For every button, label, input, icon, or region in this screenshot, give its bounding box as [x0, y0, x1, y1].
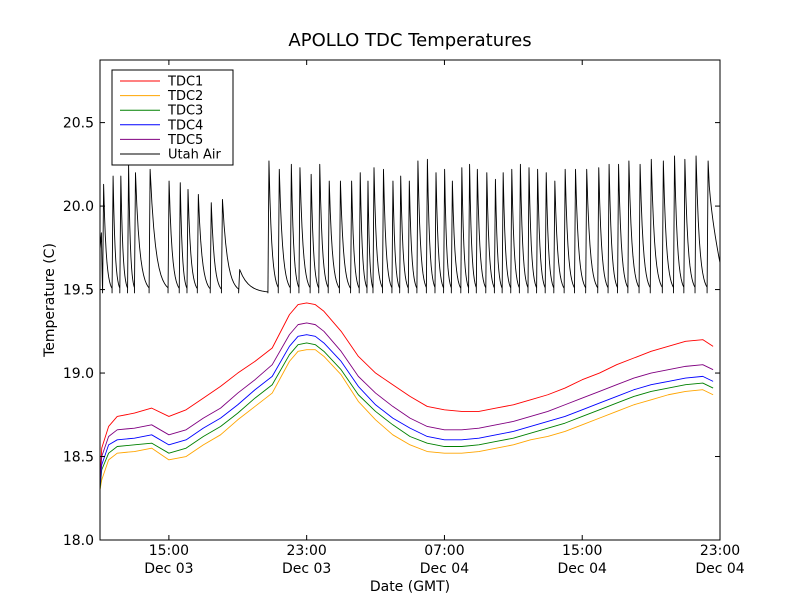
- series-layer: [100, 155, 720, 490]
- series-line-tdc1: [100, 302, 714, 482]
- x-tick-label-time: 07:00: [424, 543, 464, 559]
- legend-label-tdc3: TDC3: [167, 104, 203, 119]
- series-line-utah-air: [100, 155, 720, 294]
- x-tick-label-date: Dec 03: [282, 561, 331, 577]
- series-line-tdc4: [100, 334, 714, 487]
- series-line-tdc5: [100, 322, 714, 484]
- x-tick-label-time: 15:00: [149, 543, 189, 559]
- x-tick-label-date: Dec 04: [695, 561, 744, 577]
- x-tick-label-date: Dec 04: [558, 561, 607, 577]
- x-tick-label-time: 15:00: [562, 543, 602, 559]
- y-tick-label: 19.5: [63, 283, 94, 299]
- legend-label-tdc5: TDC5: [167, 133, 203, 148]
- plot-frame: [99, 59, 721, 541]
- legend-label-tdc1: TDC1: [167, 75, 203, 90]
- x-tick-label-time: 23:00: [286, 543, 326, 559]
- legend-label-utah-air: Utah Air: [168, 148, 221, 163]
- x-axis-label: Date (GMT): [370, 579, 450, 595]
- x-tick-label-date: Dec 04: [420, 561, 469, 577]
- y-tick-label: 20.0: [63, 199, 94, 215]
- series-line-tdc3: [100, 342, 714, 490]
- y-tick-label: 19.0: [63, 366, 94, 382]
- y-axis-label: Temperature (C): [42, 243, 58, 358]
- y-tick-label: 18.5: [63, 450, 94, 466]
- legend-label-tdc4: TDC4: [167, 118, 203, 133]
- legend-box: [111, 69, 234, 166]
- x-tick-label-time: 23:00: [700, 543, 740, 559]
- y-tick-label: 18.0: [63, 533, 94, 549]
- series-line-tdc2: [100, 349, 714, 490]
- chart-title: APOLLO TDC Temperatures: [288, 30, 531, 51]
- x-tick-label-date: Dec 03: [144, 561, 193, 577]
- y-tick-label: 20.5: [63, 116, 94, 132]
- legend-label-tdc2: TDC2: [167, 89, 203, 104]
- ticks-layer: 18.0 18.5 19.0 19.5 20.0 20.5 15:00 Dec 03 23:00…: [63, 60, 745, 577]
